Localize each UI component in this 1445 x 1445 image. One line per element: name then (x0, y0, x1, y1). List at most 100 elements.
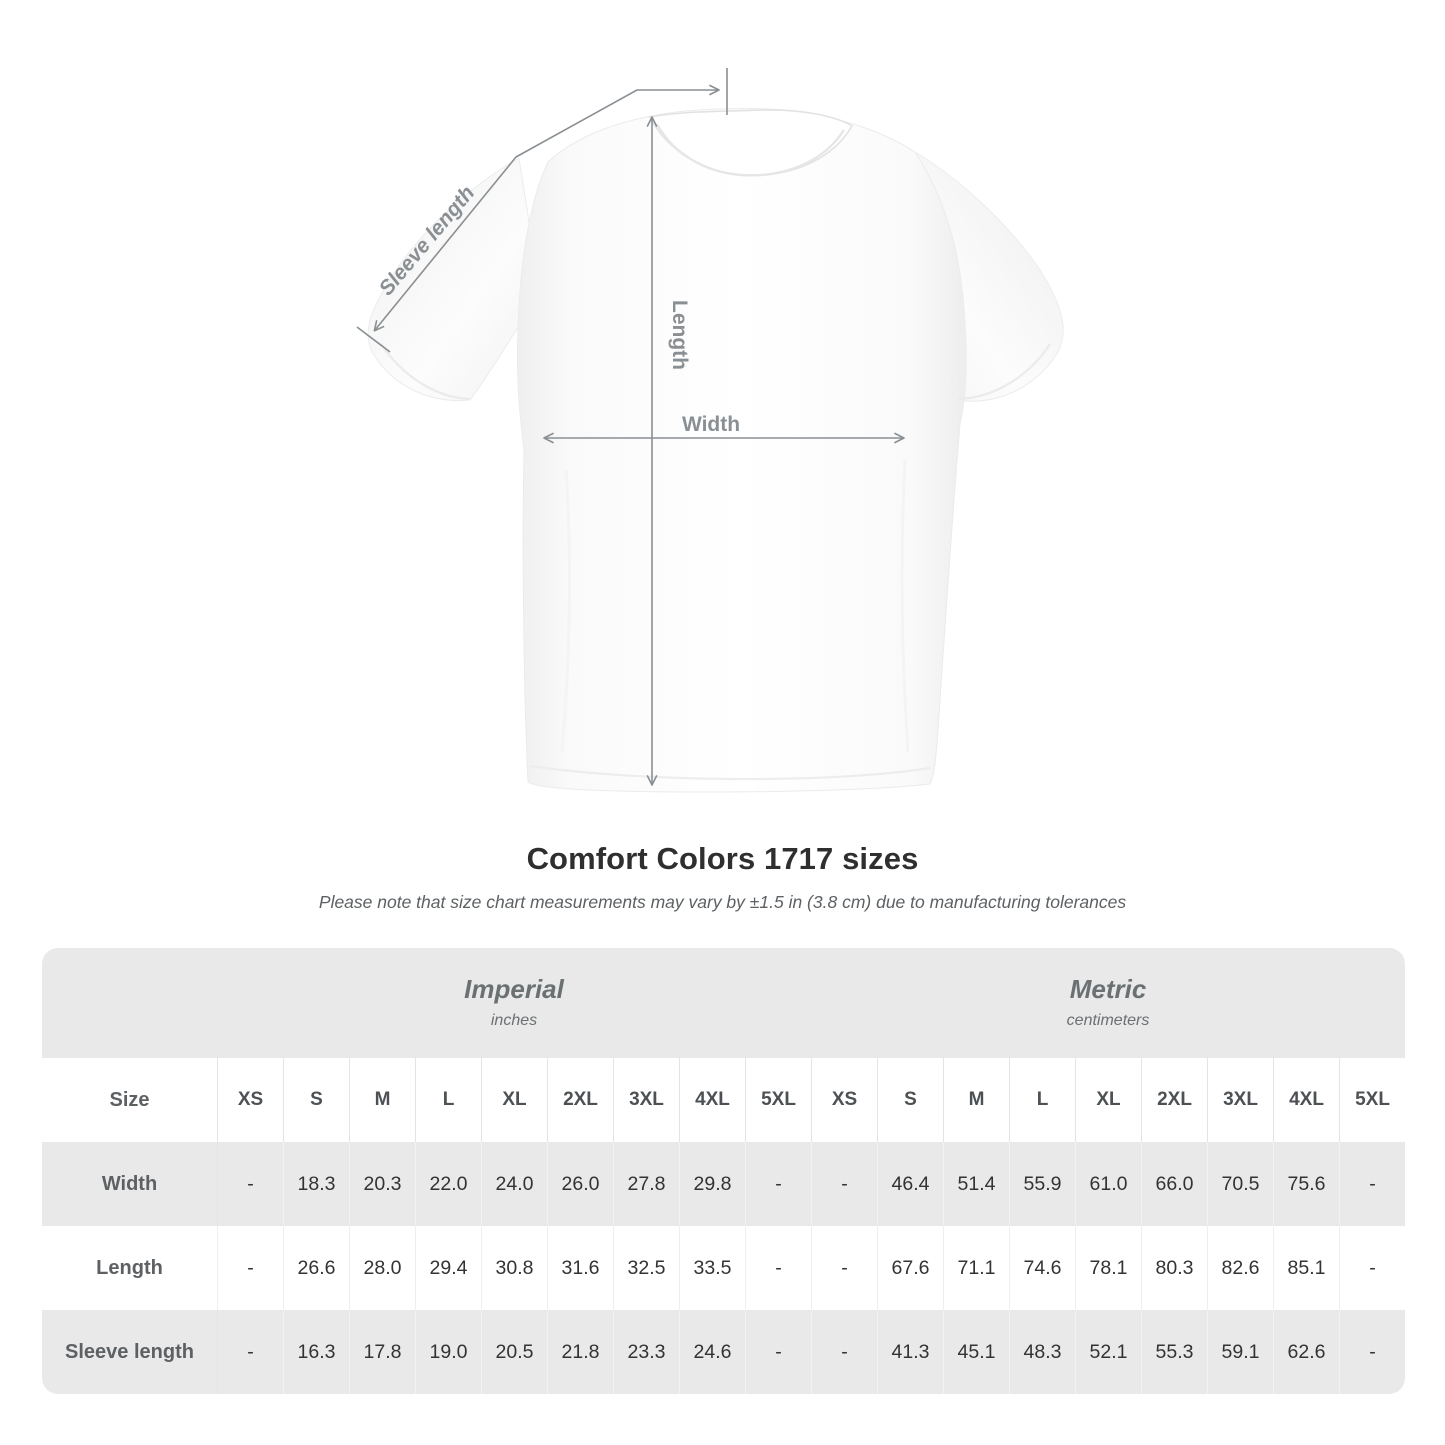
cell-length-metric-4xl: 85.1 (1273, 1226, 1340, 1310)
cell-width-imperial-s: 18.3 (283, 1142, 349, 1226)
cell-width-metric-xl: 61.0 (1075, 1142, 1142, 1226)
cell-sleeve-metric-4xl: 62.6 (1273, 1310, 1340, 1394)
size-header-metric-3xl: 3XL (1207, 1058, 1274, 1142)
cell-sleeve-metric-s: 41.3 (877, 1310, 944, 1394)
width-label: Width (682, 413, 740, 436)
size-chart-table: Imperial inches Metric centimeters Size … (42, 948, 1406, 1394)
cell-length-imperial-4xl: 33.5 (679, 1226, 745, 1310)
cell-sleeve-metric-xs: - (811, 1310, 878, 1394)
row-label-sleeve-length: Sleeve length (42, 1310, 217, 1394)
tshirt-hem (529, 764, 931, 781)
tshirt-fold-left (560, 469, 571, 753)
unit-group-metric-sub: centimeters (1066, 1012, 1150, 1029)
cell-width-metric-3xl: 70.5 (1207, 1142, 1274, 1226)
width-annotation: Width (543, 413, 905, 444)
length-label: Length (668, 300, 691, 370)
row-label-width: Width (42, 1142, 217, 1226)
cell-length-imperial-s: 26.6 (283, 1226, 349, 1310)
size-header-imperial-3xl: 3XL (613, 1058, 679, 1142)
cell-width-imperial-m: 20.3 (349, 1142, 415, 1226)
cell-length-metric-s: 67.6 (877, 1226, 944, 1310)
cell-width-imperial-l: 22.0 (415, 1142, 481, 1226)
cell-sleeve-imperial-xl: 20.5 (481, 1310, 547, 1394)
size-header-imperial-2xl: 2XL (547, 1058, 613, 1142)
cell-width-imperial-3xl: 27.8 (613, 1142, 679, 1226)
size-header-imperial-5xl: 5XL (745, 1058, 812, 1142)
cell-width-imperial-2xl: 26.0 (547, 1142, 613, 1226)
cell-sleeve-metric-m: 45.1 (943, 1310, 1010, 1394)
cell-length-metric-m: 71.1 (943, 1226, 1010, 1310)
size-header-imperial-xl: XL (481, 1058, 547, 1142)
cell-length-imperial-2xl: 31.6 (547, 1226, 613, 1310)
cell-length-imperial-l: 29.4 (415, 1226, 481, 1310)
unit-group-metric-name: Metric (1069, 974, 1147, 1004)
unit-group-imperial: Imperial inches (217, 948, 812, 1058)
cell-length-metric-3xl: 82.6 (1207, 1226, 1274, 1310)
cell-length-imperial-3xl: 32.5 (613, 1226, 679, 1310)
cell-width-metric-s: 46.4 (877, 1142, 944, 1226)
size-header-row: Size XS S M L XL 2XL 3XL 4XL 5XL XS S M … (42, 1058, 1406, 1142)
unit-group-imperial-sub: inches (490, 1012, 538, 1029)
size-header-metric-4xl: 4XL (1273, 1058, 1340, 1142)
cell-width-metric-5xl: - (1339, 1142, 1406, 1226)
cell-length-metric-xs: - (811, 1226, 878, 1310)
size-header-label: Size (42, 1058, 217, 1142)
length-annotation: Length (646, 116, 691, 786)
table-corner-cell (42, 948, 217, 1058)
size-header-metric-l: L (1009, 1058, 1076, 1142)
cell-sleeve-imperial-l: 19.0 (415, 1310, 481, 1394)
tolerance-note: Please note that size chart measurements… (318, 892, 1127, 912)
size-header-imperial-xs: XS (217, 1058, 283, 1142)
cell-width-metric-xs: - (811, 1142, 878, 1226)
cell-length-imperial-xl: 30.8 (481, 1226, 547, 1310)
cell-width-imperial-4xl: 29.8 (679, 1142, 745, 1226)
cell-length-imperial-xs: - (217, 1226, 283, 1310)
size-header-imperial-l: L (415, 1058, 481, 1142)
cell-sleeve-metric-5xl: - (1339, 1310, 1406, 1394)
table-row: Sleeve length - 16.3 17.8 19.0 20.5 21.8… (42, 1310, 1406, 1394)
chart-heading: Comfort Colors 1717 sizes Please note th… (0, 840, 1445, 913)
sleeve-length-leader-line (373, 84, 720, 332)
cell-sleeve-metric-3xl: 59.1 (1207, 1310, 1274, 1394)
sleeve-length-tick-bottom (356, 326, 391, 353)
cell-length-imperial-m: 28.0 (349, 1226, 415, 1310)
cell-length-metric-5xl: - (1339, 1226, 1406, 1310)
page-title: Comfort Colors 1717 sizes (526, 841, 919, 876)
tshirt-left-sleeve-hem (380, 343, 471, 401)
size-chart-table-wrapper: Imperial inches Metric centimeters Size … (42, 948, 1406, 1394)
cell-width-metric-4xl: 75.6 (1273, 1142, 1340, 1226)
unit-group-header-row: Imperial inches Metric centimeters (42, 948, 1406, 1058)
tshirt-right-sleeve-hem (957, 343, 1051, 401)
cell-length-metric-2xl: 80.3 (1141, 1226, 1208, 1310)
cell-width-metric-2xl: 66.0 (1141, 1142, 1208, 1226)
cell-sleeve-imperial-4xl: 24.6 (679, 1310, 745, 1394)
cell-length-imperial-5xl: - (745, 1226, 812, 1310)
cell-sleeve-imperial-s: 16.3 (283, 1310, 349, 1394)
cell-sleeve-imperial-xs: - (217, 1310, 283, 1394)
row-label-length: Length (42, 1226, 217, 1310)
size-header-metric-s: S (877, 1058, 944, 1142)
table-row: Width - 18.3 20.3 22.0 24.0 26.0 27.8 29… (42, 1142, 1406, 1226)
table-row: Length - 26.6 28.0 29.4 30.8 31.6 32.5 3… (42, 1226, 1406, 1310)
cell-sleeve-imperial-2xl: 21.8 (547, 1310, 613, 1394)
cell-sleeve-metric-l: 48.3 (1009, 1310, 1076, 1394)
cell-width-metric-m: 51.4 (943, 1142, 1010, 1226)
size-header-metric-5xl: 5XL (1339, 1058, 1406, 1142)
size-header-metric-xl: XL (1075, 1058, 1142, 1142)
size-header-imperial-m: M (349, 1058, 415, 1142)
cell-width-metric-l: 55.9 (1009, 1142, 1076, 1226)
cell-sleeve-imperial-5xl: - (745, 1310, 812, 1394)
unit-group-metric: Metric centimeters (811, 948, 1406, 1058)
cell-sleeve-metric-2xl: 55.3 (1141, 1310, 1208, 1394)
tshirt-fold-right (900, 459, 910, 753)
cell-width-imperial-5xl: - (745, 1142, 812, 1226)
size-header-metric-2xl: 2XL (1141, 1058, 1208, 1142)
cell-sleeve-imperial-3xl: 23.3 (613, 1310, 679, 1394)
tshirt-body (516, 108, 967, 793)
size-header-metric-xs: XS (811, 1058, 878, 1142)
cell-width-imperial-xs: - (217, 1142, 283, 1226)
cell-sleeve-metric-xl: 52.1 (1075, 1310, 1142, 1394)
size-header-imperial-s: S (283, 1058, 349, 1142)
cell-width-imperial-xl: 24.0 (481, 1142, 547, 1226)
size-header-metric-m: M (943, 1058, 1010, 1142)
